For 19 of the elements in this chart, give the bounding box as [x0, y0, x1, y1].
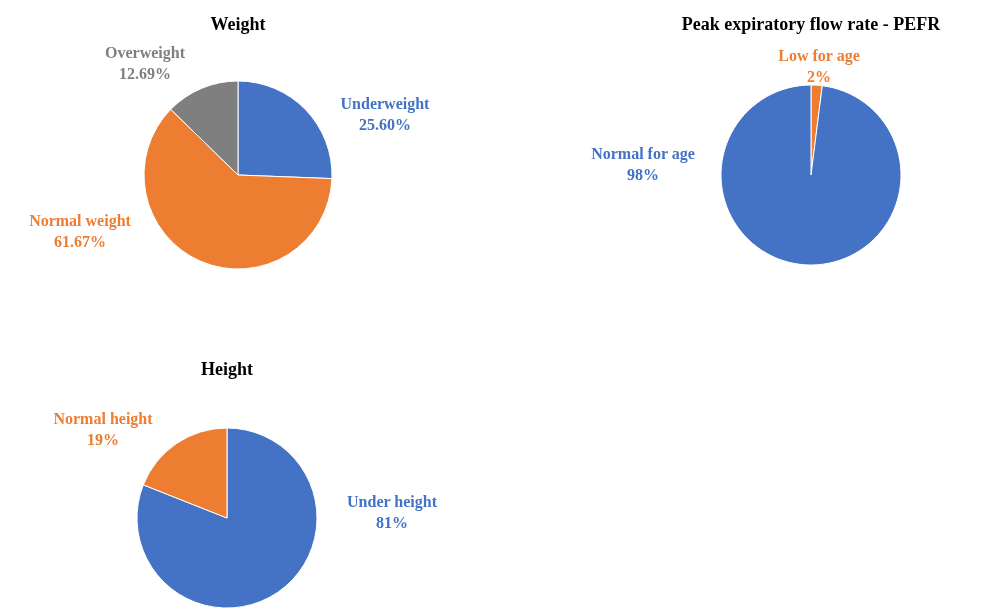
- data-label: 61.67%: [54, 233, 106, 250]
- data-label: 19%: [87, 431, 119, 448]
- slice-label: Overweight: [105, 44, 186, 62]
- chart-title: Height: [201, 359, 253, 379]
- slice-label: Underweight: [340, 95, 431, 113]
- slice-label: Normal height: [53, 410, 154, 428]
- slice-label: Normal weight: [29, 212, 132, 230]
- data-label: 98%: [627, 166, 659, 183]
- chart-title: Weight: [210, 14, 266, 34]
- data-label: 12.69%: [119, 65, 171, 82]
- slice-label: Low for age: [778, 47, 860, 65]
- data-label: 2%: [807, 68, 831, 85]
- slice-label: Normal for age: [591, 145, 695, 163]
- pie-slice: [720, 84, 902, 266]
- pie-slice: [136, 427, 318, 609]
- data-label: 25.60%: [359, 116, 411, 133]
- data-label: 81%: [376, 514, 408, 531]
- chart-title: Peak expiratory flow rate - PEFR: [681, 14, 942, 34]
- slice-label: Under height: [347, 493, 438, 511]
